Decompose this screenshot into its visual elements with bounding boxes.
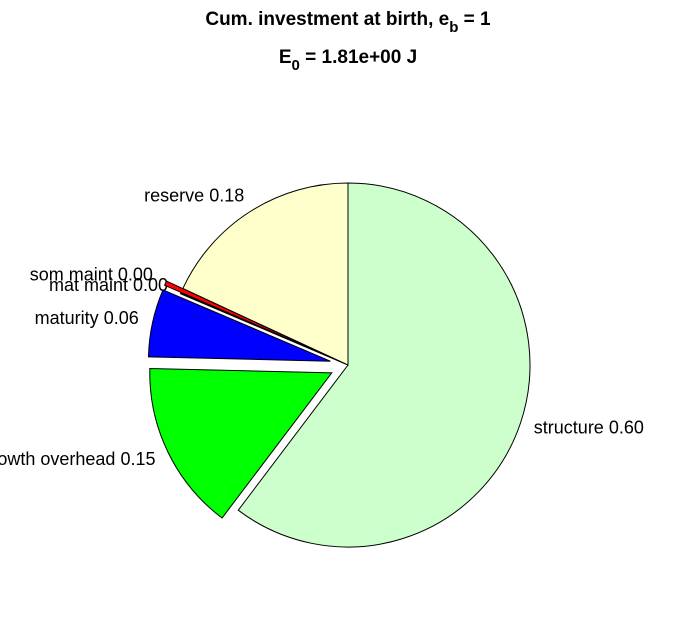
slice-label: maturity 0.06 — [35, 308, 139, 328]
slice-value-label: 0.00 — [133, 275, 168, 295]
slice-label: som maint 0.00 — [30, 264, 153, 284]
pie-slice — [149, 368, 333, 519]
slice-label: mat maint 0.00 — [49, 275, 168, 295]
slice-name: reserve — [144, 185, 204, 205]
slice-name: structure — [534, 417, 604, 437]
pie-slice — [237, 182, 531, 548]
slice-value-label: 0.60 — [609, 417, 644, 437]
slice-name: growth overhead — [0, 449, 115, 469]
slice-value-label: 0.18 — [209, 185, 244, 205]
slice-value-label: 0.06 — [104, 308, 139, 328]
pie-slice — [182, 182, 349, 366]
slice-name: mat maint — [49, 275, 128, 295]
slice-label: structure 0.60 — [534, 417, 644, 437]
chart-subtitle: E0 = 1.81e+00 J — [279, 47, 417, 74]
slice-name: som maint — [30, 264, 113, 284]
chart-title: Cum. investment at birth, eb = 1 — [205, 9, 491, 36]
slice-value-label: 0.00 — [118, 264, 153, 284]
slice-value-label: 0.15 — [120, 449, 155, 469]
slice-label: reserve 0.18 — [144, 185, 244, 205]
pie-slice — [147, 289, 331, 362]
slice-label: growth overhead 0.15 — [0, 449, 156, 469]
slice-name: maturity — [35, 308, 99, 328]
